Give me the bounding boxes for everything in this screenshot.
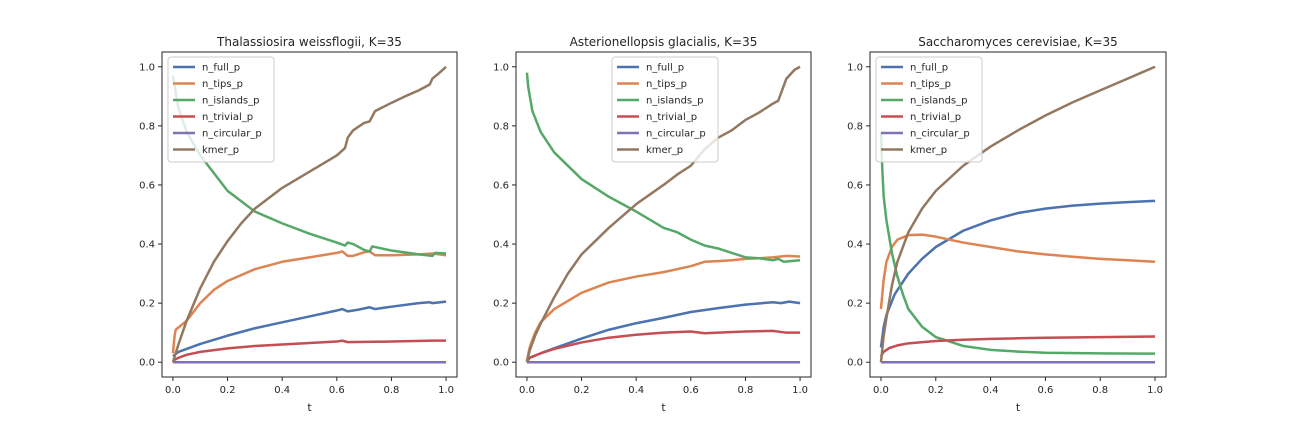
x-tick-label: 0.0 [519,385,535,396]
series-line-n-islands-p [879,131,1156,355]
y-tick-label: 0.8 [493,121,509,132]
axes-frame [161,51,458,378]
x-tick-label: 0.8 [1092,385,1108,396]
legend-label: kmer_p [202,145,239,156]
legend-label: kmer_p [646,145,683,156]
x-tick-label: 0.6 [329,385,345,396]
y-tick-label: 0.2 [493,299,509,310]
x-tick-label: 0.2 [574,385,590,396]
x-tick-label: 0.0 [873,385,889,396]
legend: n_full_p n_tips_p n_islands_p n_trivial_p n_… [875,56,983,163]
y-tick-label: 0.4 [493,240,509,251]
x-tick-label: 0.6 [1037,385,1053,396]
x-tick-label: 1.0 [438,385,454,396]
subplot-thalassiosira: Thalassiosira weissflogii, K=35 t 0.0 0.2… [139,35,458,414]
y-tick-label: 0.4 [139,240,155,251]
plot-lines [525,65,801,364]
axis-ticks: 0.0 0.2 0.4 0.6 0.8 1.0 0.0 0.2 0.4 0.6 0.8 1.0 [139,62,454,396]
y-tick-label: 1.0 [139,62,155,73]
legend-label: n_circular_p [646,129,706,140]
series-line-kmer-p [171,65,447,363]
series-line-n-trivial-p [172,339,447,362]
legend-label: n_tips_p [202,79,243,90]
x-tick-label: 0.0 [165,385,181,396]
x-axis-label: t [661,401,666,414]
x-tick-label: 0.4 [628,385,644,396]
y-tick-label: 0.6 [139,180,155,191]
axes-frame [515,51,812,378]
subplot-title: Saccharomyces cerevisiae, K=35 [918,35,1118,49]
subplot-title: Asterionellopsis glacialis, K=35 [570,35,758,49]
plot-lines [879,65,1156,364]
x-tick-label: 1.0 [792,385,808,396]
y-tick-label: 0.0 [847,358,863,369]
legend-label: kmer_p [910,145,947,156]
legend-label: n_full_p [202,63,240,74]
legend-label: n_circular_p [202,129,262,140]
legend-label: n_islands_p [646,96,703,107]
series-line-n-tips-p [879,233,1156,310]
x-tick-label: 0.4 [274,385,290,396]
y-tick-label: 0.8 [139,121,155,132]
series-line-n-islands-p [525,72,801,264]
y-tick-label: 0.4 [847,240,863,251]
y-tick-label: 0.0 [493,358,509,369]
x-tick-label: 0.6 [683,385,699,396]
legend-label: n_trivial_p [202,112,253,123]
y-tick-label: 0.6 [847,180,863,191]
y-tick-label: 0.2 [847,299,863,310]
subplot-saccharomyces: Saccharomyces cerevisiae, K=35 t 0.0 0.2 0… [847,35,1167,414]
series-line-kmer-p [879,65,1156,363]
series-line-n-trivial-p [525,329,801,363]
legend-label: n_tips_p [646,79,687,90]
y-tick-label: 0.6 [493,180,509,191]
legend-label: n_trivial_p [646,112,697,123]
x-tick-label: 0.2 [928,385,944,396]
series-line-n-full-p [172,300,447,358]
legend-label: n_full_p [646,63,684,74]
axis-ticks: 0.0 0.2 0.4 0.6 0.8 1.0 0.0 0.2 0.4 0.6 0.8 1.0 [493,62,808,396]
x-tick-label: 1.0 [1147,385,1163,396]
y-tick-label: 0.2 [139,299,155,310]
x-axis-label: t [1016,401,1021,414]
subplot-asterionellopsis: Asterionellopsis glacialis, K=35 t 0.0 0.… [493,35,812,414]
legend-label: n_full_p [910,63,948,74]
x-tick-label: 0.2 [220,385,236,396]
x-tick-label: 0.4 [983,385,999,396]
x-tick-label: 0.8 [737,385,753,396]
series-line-kmer-p [525,65,801,363]
legend: n_full_p n_tips_p n_islands_p n_trivial_p n_… [611,56,719,163]
legend-label: n_circular_p [910,129,970,140]
y-tick-label: 0.0 [139,358,155,369]
axes-frame [869,51,1167,378]
legend-label: n_islands_p [910,96,967,107]
y-tick-label: 1.0 [493,62,509,73]
x-axis-label: t [307,401,312,414]
legend-label: n_tips_p [910,79,951,90]
series-line-n-tips-p [171,250,447,354]
y-tick-label: 1.0 [847,62,863,73]
series-line-n-trivial-p [879,335,1156,357]
legend-label: n_islands_p [202,96,259,107]
x-tick-label: 0.8 [383,385,399,396]
axis-ticks: 0.0 0.2 0.4 0.6 0.8 1.0 0.0 0.2 0.4 0.6 0.8 1.0 [847,62,1163,396]
legend: n_full_p n_tips_p n_islands_p n_trivial_p n_… [167,56,275,163]
subplot-title: Thalassiosira weissflogii, K=35 [216,35,402,49]
y-tick-label: 0.8 [847,121,863,132]
legend-label: n_trivial_p [910,112,961,123]
